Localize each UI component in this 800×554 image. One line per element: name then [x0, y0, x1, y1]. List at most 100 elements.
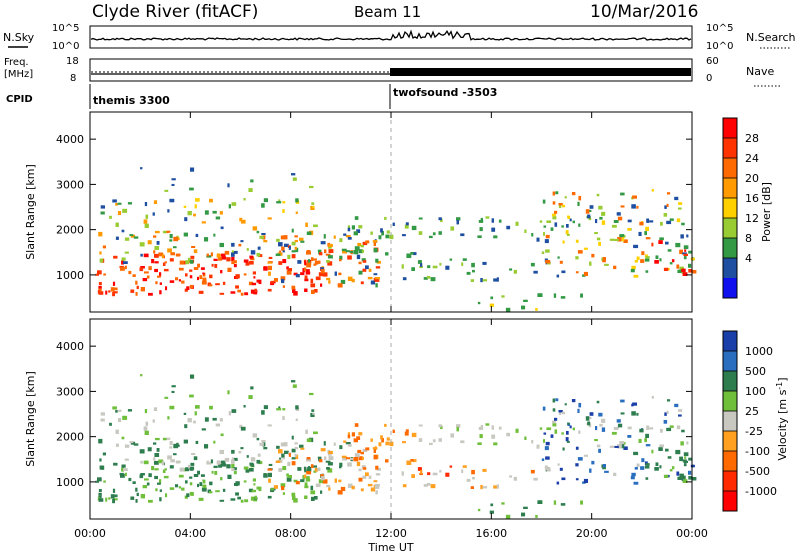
- velocity-cell: [311, 496, 315, 501]
- velocity-cell: [123, 468, 128, 471]
- power-cell: [258, 254, 263, 258]
- power-cell: [98, 231, 103, 237]
- power-cell: [122, 208, 128, 213]
- xtick-label: 08:00: [275, 527, 307, 540]
- velocity-cell: [294, 453, 297, 457]
- velocity-cell: [204, 444, 209, 449]
- velocity-cell: [569, 425, 572, 429]
- power-cell: [545, 249, 550, 253]
- velocity-cell: [270, 488, 274, 491]
- power-cell: [641, 251, 645, 256]
- power-cell: [204, 237, 209, 242]
- power-cell: [666, 220, 672, 225]
- power-cell: [627, 228, 632, 231]
- power-cell: [224, 250, 230, 255]
- power-cell: [144, 223, 149, 228]
- power-cell: [213, 233, 216, 237]
- power-cell: [263, 198, 268, 203]
- power-cell: [133, 236, 139, 239]
- velocity-cell: [611, 431, 617, 435]
- velocity-cell: [231, 409, 237, 413]
- power-cell: [356, 229, 361, 233]
- power-cell: [386, 230, 390, 234]
- power-cell: [358, 270, 363, 275]
- velocity-cell: [209, 491, 213, 494]
- power-cell: [561, 225, 564, 228]
- velocity-cell: [544, 446, 549, 451]
- velocity-cell: [681, 429, 685, 433]
- power-cell: [490, 296, 494, 300]
- power-cell: [184, 217, 188, 222]
- power-cell: [202, 277, 207, 282]
- velocity-cell: [209, 481, 213, 486]
- power-cell: [360, 281, 364, 285]
- power-cell: [365, 265, 369, 270]
- power-cell: [345, 235, 351, 238]
- velocity-cell: [211, 470, 214, 474]
- velocity-cell: [295, 405, 299, 410]
- velocity-cell: [293, 479, 298, 483]
- velocity-cell: [294, 442, 298, 445]
- velocity-cell: [674, 403, 679, 408]
- velocity-cell: [690, 464, 695, 468]
- velocity-cell: [300, 447, 305, 450]
- velocity-cell: [159, 497, 162, 502]
- power-cell: [361, 249, 364, 253]
- velocity-cell: [169, 405, 175, 410]
- velocity-cell: [347, 434, 351, 439]
- velocity-cell: [258, 461, 263, 465]
- power-cell: [318, 249, 322, 255]
- velocity-cell: [167, 416, 170, 420]
- velocity-cell: [339, 465, 342, 469]
- power-cell: [688, 269, 693, 273]
- power-cell: [462, 258, 467, 261]
- power-cell: [105, 290, 108, 295]
- power-cell: [112, 281, 116, 286]
- velocity-cell: [201, 487, 207, 492]
- power-cell: [596, 237, 601, 241]
- velocity-cell: [261, 410, 265, 415]
- power-cell: [580, 293, 583, 298]
- velocity-cell: [305, 476, 310, 480]
- power-cell: [384, 216, 387, 220]
- velocity-ytick-label: 3000: [56, 385, 84, 398]
- velocity-cell: [213, 465, 218, 468]
- velocity-cell: [567, 422, 570, 425]
- power-cell: [571, 192, 576, 196]
- velocity-cell: [604, 470, 609, 473]
- power-cell: [636, 256, 640, 261]
- velocity-cell: [683, 460, 688, 463]
- velocity-cell: [314, 496, 318, 500]
- velocity-cell: [302, 475, 306, 480]
- power-cell: [655, 255, 659, 259]
- power-cell: [282, 209, 285, 213]
- velocity-cell: [183, 439, 188, 444]
- velocity-cell: [546, 427, 552, 430]
- velocity-cell: [249, 468, 254, 472]
- nsky-label: N.Sky: [3, 31, 35, 44]
- velocity-cell: [278, 468, 283, 472]
- velocity-cell: [235, 492, 239, 496]
- power-cell: [521, 305, 526, 310]
- velocity-cell: [189, 476, 193, 479]
- power-cell: [307, 259, 311, 263]
- power-cell: [401, 264, 404, 269]
- velocity-cell: [665, 448, 669, 452]
- power-cell: [477, 301, 481, 305]
- power-cell: [575, 239, 579, 243]
- velocity-cell: [381, 438, 384, 443]
- velocity-cell: [120, 473, 125, 478]
- velocity-cell: [666, 427, 672, 432]
- power-cell: [145, 214, 149, 219]
- power-cell: [365, 240, 370, 244]
- power-cell: [305, 269, 310, 273]
- velocity-cell: [152, 419, 155, 423]
- power-cell: [146, 275, 150, 279]
- velocity-cell: [220, 477, 223, 481]
- power-cell: [310, 205, 315, 210]
- power-cell: [419, 266, 423, 269]
- velocity-cell: [678, 409, 683, 412]
- power-cell: [555, 191, 559, 195]
- velocity-cell: [578, 402, 582, 408]
- velocity-cell: [317, 467, 321, 471]
